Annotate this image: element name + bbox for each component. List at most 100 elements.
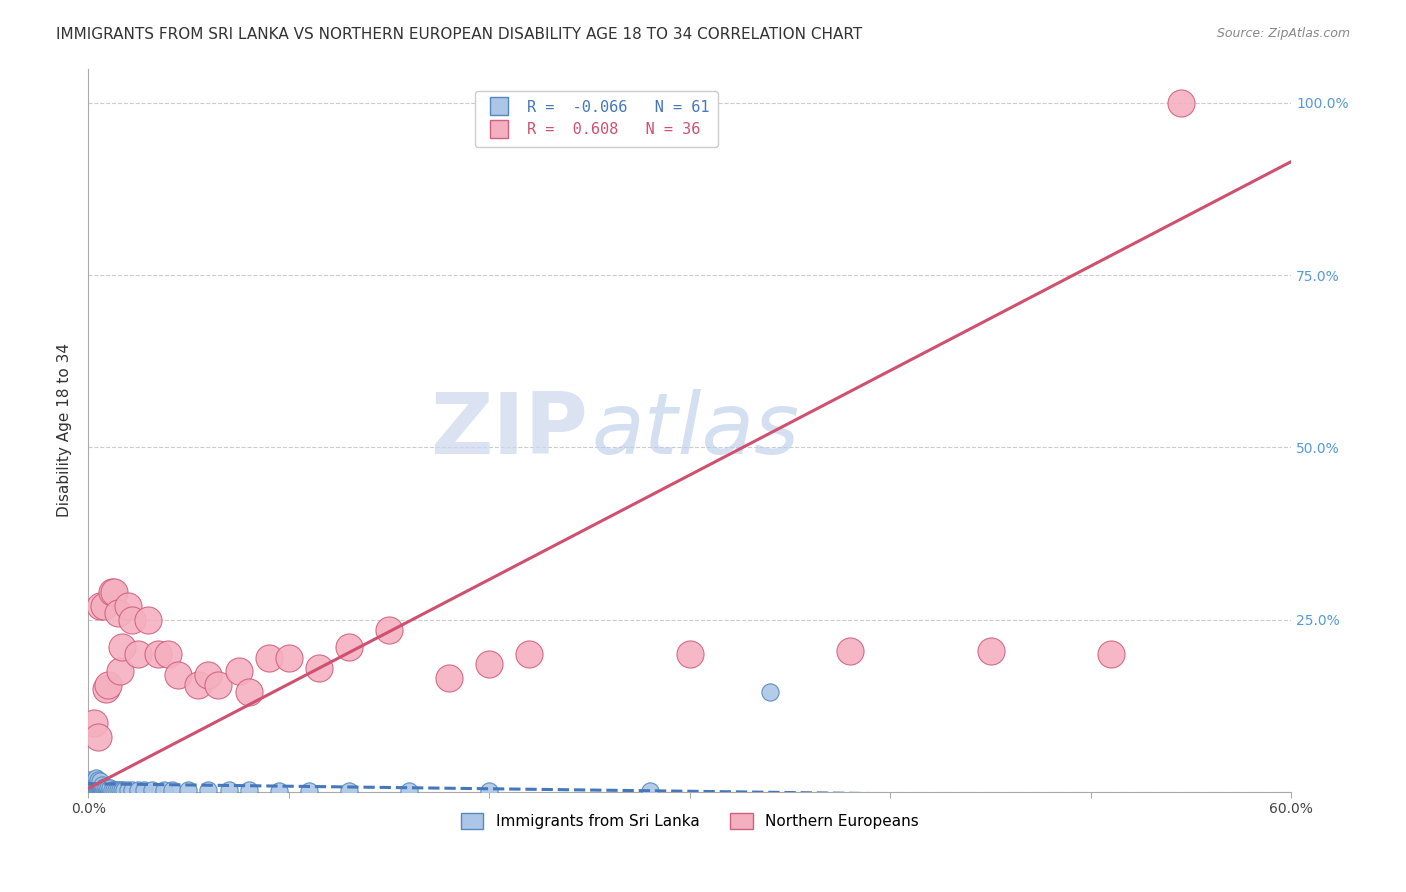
Point — [478, 783, 501, 797]
Point — [187, 678, 209, 692]
Point — [87, 730, 110, 744]
Point — [398, 783, 420, 797]
Point — [378, 623, 401, 637]
Point — [89, 773, 111, 788]
Point — [207, 678, 229, 692]
Point — [97, 678, 120, 692]
Legend: Immigrants from Sri Lanka, Northern Europeans: Immigrants from Sri Lanka, Northern Euro… — [454, 806, 925, 835]
Point — [82, 774, 104, 789]
Point — [277, 650, 299, 665]
Point — [218, 783, 240, 797]
Point — [84, 783, 107, 797]
Point — [238, 685, 260, 699]
Point — [107, 783, 129, 797]
Point — [82, 778, 104, 792]
Point — [127, 647, 149, 661]
Point — [101, 585, 124, 599]
Point — [117, 783, 139, 797]
Point — [84, 780, 107, 795]
Point — [437, 671, 460, 685]
Point — [107, 606, 129, 620]
Point — [111, 783, 134, 797]
Point — [298, 783, 321, 797]
Point — [83, 782, 105, 797]
Point — [134, 783, 156, 797]
Point — [110, 783, 132, 797]
Point — [87, 778, 110, 792]
Point — [839, 644, 862, 658]
Point — [148, 647, 170, 661]
Point — [105, 783, 128, 797]
Point — [87, 772, 110, 787]
Point — [157, 647, 180, 661]
Point — [308, 661, 330, 675]
Point — [517, 647, 540, 661]
Point — [197, 783, 219, 797]
Point — [96, 783, 118, 797]
Point — [83, 716, 105, 731]
Point — [121, 783, 143, 797]
Point — [111, 640, 134, 655]
Point — [97, 780, 120, 795]
Point — [96, 681, 118, 696]
Point — [79, 781, 101, 796]
Point — [83, 780, 105, 794]
Point — [98, 780, 121, 795]
Point — [93, 780, 115, 794]
Point — [153, 783, 176, 797]
Point — [93, 599, 115, 613]
Point — [117, 599, 139, 613]
Point — [89, 783, 111, 797]
Point — [84, 774, 107, 789]
Point — [127, 783, 149, 797]
Point — [98, 783, 121, 797]
Point — [84, 771, 107, 785]
Point — [238, 783, 260, 797]
Point — [91, 783, 114, 797]
Point — [89, 780, 111, 794]
Point — [87, 783, 110, 797]
Point — [110, 665, 132, 679]
Point — [87, 780, 110, 795]
Point — [177, 783, 200, 797]
Point — [96, 780, 118, 794]
Point — [478, 657, 501, 672]
Point — [87, 775, 110, 789]
Point — [257, 650, 280, 665]
Text: atlas: atlas — [591, 389, 799, 472]
Point — [337, 783, 360, 797]
Point — [79, 772, 101, 787]
Point — [1099, 647, 1122, 661]
Point — [141, 783, 163, 797]
Point — [97, 783, 120, 797]
Point — [82, 781, 104, 796]
Point — [84, 778, 107, 792]
Point — [83, 772, 105, 787]
Point — [337, 640, 360, 655]
Point — [267, 783, 290, 797]
Point — [89, 599, 111, 613]
Point — [79, 778, 101, 792]
Text: IMMIGRANTS FROM SRI LANKA VS NORTHERN EUROPEAN DISABILITY AGE 18 TO 34 CORRELATI: IMMIGRANTS FROM SRI LANKA VS NORTHERN EU… — [56, 27, 862, 42]
Point — [980, 644, 1002, 658]
Point — [1170, 95, 1192, 110]
Point — [228, 665, 250, 679]
Point — [759, 685, 782, 699]
Text: ZIP: ZIP — [430, 389, 588, 472]
Point — [638, 783, 661, 797]
Point — [103, 585, 125, 599]
Point — [89, 780, 111, 795]
Point — [162, 783, 184, 797]
Point — [197, 668, 219, 682]
Point — [112, 783, 135, 797]
Y-axis label: Disability Age 18 to 34: Disability Age 18 to 34 — [58, 343, 72, 517]
Text: Source: ZipAtlas.com: Source: ZipAtlas.com — [1216, 27, 1350, 40]
Point — [91, 780, 114, 795]
Point — [83, 777, 105, 791]
Point — [101, 783, 124, 797]
Point — [89, 777, 111, 791]
Point — [103, 783, 125, 797]
Point — [121, 613, 143, 627]
Point — [91, 778, 114, 792]
Point — [167, 668, 190, 682]
